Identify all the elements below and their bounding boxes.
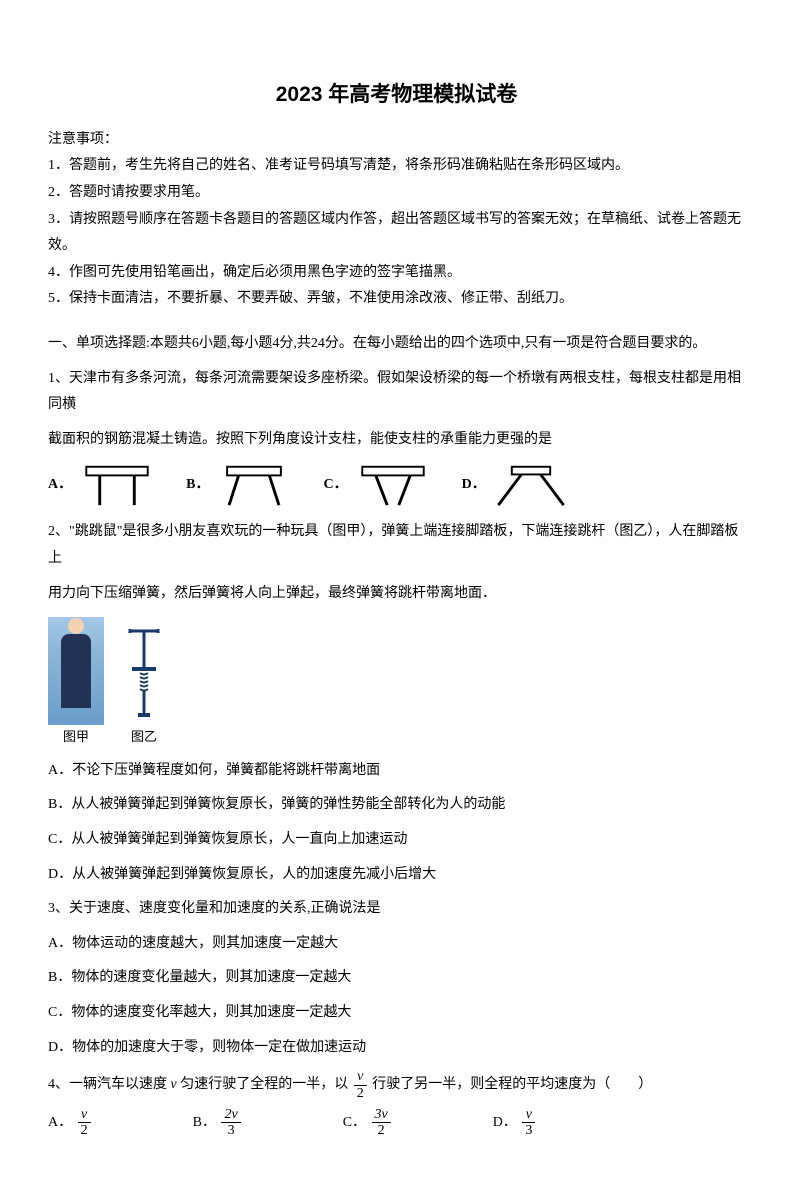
question-2-stem-line2: 用力向下压缩弹簧，然后弹簧将人向上弹起，最终弹簧将跳杆带离地面． [48, 581, 745, 608]
q4-b-label: B． [193, 1115, 216, 1130]
stool-a-icon [78, 461, 156, 509]
q4-c-frac: 3v2 [372, 1107, 391, 1139]
q4-c-den: 2 [372, 1123, 391, 1138]
q4-b-num: 2v [221, 1107, 240, 1123]
q3-option-d: D．物体的加速度大于零，则物体一定在做加速运动 [48, 1035, 745, 1062]
instruction-item: 2．答题时请按要求用笔。 [48, 180, 745, 207]
page-title: 2023 年高考物理模拟试卷 [48, 75, 745, 115]
option-a: A． [48, 461, 156, 509]
q4-d-frac: v3 [522, 1107, 535, 1139]
q3-option-a: A．物体运动的速度越大，则其加速度一定越大 [48, 931, 745, 958]
question-1-stem-line1: 1、天津市有多条河流，每条河流需要架设多座桥梁。假如架设桥梁的每一个桥墩有两根支… [48, 366, 745, 419]
question-4-stem: 4、一辆汽车以速度 v 匀速行驶了全程的一半，以 v2 行驶了另一半，则全程的平… [48, 1069, 745, 1101]
q4-d-num: v [522, 1107, 535, 1123]
q2-option-b: B．从人被弹簧弹起到弹簧恢复原长，弹簧的弹性势能全部转化为人的动能 [48, 792, 745, 819]
instruction-item: 5．保持卡面清洁，不要折暴、不要弄破、弄皱，不准使用涂改液、修正带、刮纸刀。 [48, 286, 745, 313]
q4-a-label: A． [48, 1115, 72, 1130]
q4-stem-pre: 4、一辆汽车以速度 [48, 1077, 171, 1092]
q2-option-a: A．不论下压弹簧程度如何，弹簧都能将跳杆带离地面 [48, 758, 745, 785]
q4-c-num: 3v [372, 1107, 391, 1123]
q4-frac: v2 [354, 1069, 367, 1101]
question-4-options: A． v2 B． 2v3 C． 3v2 D． v3 [48, 1107, 745, 1139]
stool-d-icon [492, 461, 570, 509]
figure-yi-image [116, 617, 172, 725]
question-2-stem-line1: 2、"跳跳鼠"是很多小朋友喜欢玩的一种玩具（图甲），弹簧上端连接脚踏板，下端连接… [48, 519, 745, 572]
q4-option-a: A． v2 [48, 1107, 93, 1139]
option-b: B． [186, 461, 293, 509]
option-d-label: D． [462, 472, 486, 499]
q2-option-c: C．从人被弹簧弹起到弹簧恢复原长，人一直向上加速运动 [48, 827, 745, 854]
q4-a-frac: v2 [78, 1107, 91, 1139]
option-c: C． [323, 461, 431, 509]
option-c-label: C． [323, 472, 347, 499]
q4-a-den: 2 [78, 1123, 91, 1138]
stool-c-icon [354, 461, 432, 509]
q4-option-b: B． 2v3 [193, 1107, 243, 1139]
option-a-label: A． [48, 472, 72, 499]
figure-yi-caption: 图乙 [116, 725, 172, 750]
q4-frac-num: v [354, 1069, 367, 1085]
q2-option-d: D．从人被弹簧弹起到弹簧恢复原长，人的加速度先减小后增大 [48, 862, 745, 889]
child-icon [61, 634, 91, 708]
q4-d-den: 3 [522, 1123, 535, 1138]
q4-b-frac: 2v3 [221, 1107, 240, 1139]
option-b-label: B． [186, 472, 209, 499]
q4-stem-post: 行驶了另一半，则全程的平均速度为（ ） [369, 1077, 653, 1092]
instructions-header: 注意事项： [48, 127, 745, 154]
instruction-item: 3．请按照题号顺序在答题卡各题目的答题区域内作答，超出答题区域书写的答案无效；在… [48, 207, 745, 260]
q4-b-den: 3 [221, 1123, 240, 1138]
q4-d-label: D． [493, 1115, 517, 1130]
figure-yi: 图乙 [116, 617, 172, 750]
figure-jia: 图甲 [48, 617, 104, 750]
question-1-options: A． B． C． D． [48, 461, 745, 509]
q3-option-b: B．物体的速度变化量越大，则其加速度一定越大 [48, 965, 745, 992]
figure-row: 图甲 图乙 [48, 617, 745, 750]
instruction-item: 1．答题前，考生先将自己的姓名、准考证号码填写清楚，将条形码准确粘贴在条形码区域… [48, 153, 745, 180]
q4-frac-den: 2 [354, 1086, 367, 1101]
pogo-stick-icon [124, 621, 164, 721]
section-header: 一、单项选择题:本题共6小题,每小题4分,共24分。在每小题给出的四个选项中,只… [48, 331, 745, 358]
q4-option-c: C． 3v2 [343, 1107, 393, 1139]
q4-option-d: D． v3 [493, 1107, 538, 1139]
stool-b-icon [215, 461, 293, 509]
q3-option-c: C．物体的速度变化率越大，则其加速度一定越大 [48, 1000, 745, 1027]
q4-c-label: C． [343, 1115, 366, 1130]
q4-stem-mid: 匀速行驶了全程的一半，以 [177, 1077, 352, 1092]
q4-a-num: v [78, 1107, 91, 1123]
figure-jia-image [48, 617, 104, 725]
option-d: D． [462, 461, 570, 509]
question-3-stem: 3、关于速度、速度变化量和加速度的关系,正确说法是 [48, 896, 745, 923]
question-1-stem-line2: 截面积的钢筋混凝土铸造。按照下列角度设计支柱，能使支柱的承重能力更强的是 [48, 427, 745, 454]
instruction-item: 4．作图可先使用铅笔画出，确定后必须用黑色字迹的签字笔描黑。 [48, 260, 745, 287]
figure-jia-caption: 图甲 [48, 725, 104, 750]
